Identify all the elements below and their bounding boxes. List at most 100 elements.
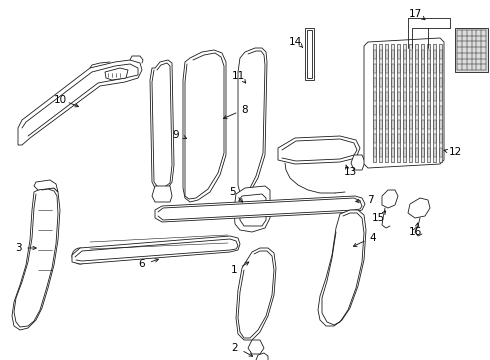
Polygon shape <box>427 106 430 115</box>
Polygon shape <box>403 120 406 129</box>
Polygon shape <box>421 120 423 129</box>
Polygon shape <box>410 92 412 101</box>
Polygon shape <box>351 155 365 170</box>
Polygon shape <box>421 78 423 87</box>
Polygon shape <box>434 50 436 59</box>
Polygon shape <box>379 148 382 157</box>
Polygon shape <box>416 134 417 143</box>
Polygon shape <box>410 148 412 157</box>
Polygon shape <box>397 50 399 59</box>
Polygon shape <box>403 92 406 101</box>
Text: 7: 7 <box>367 195 373 205</box>
Polygon shape <box>152 186 172 202</box>
Polygon shape <box>416 148 417 157</box>
Polygon shape <box>392 92 393 101</box>
Polygon shape <box>386 50 388 59</box>
Polygon shape <box>392 50 393 59</box>
Circle shape <box>159 151 167 159</box>
Polygon shape <box>34 180 58 192</box>
Polygon shape <box>439 44 442 162</box>
Polygon shape <box>440 106 441 115</box>
Polygon shape <box>236 248 276 340</box>
Polygon shape <box>373 44 376 162</box>
Circle shape <box>200 163 210 173</box>
Polygon shape <box>440 148 441 157</box>
Polygon shape <box>392 120 393 129</box>
Polygon shape <box>403 44 406 162</box>
Polygon shape <box>403 106 406 115</box>
Polygon shape <box>416 50 417 59</box>
Polygon shape <box>392 148 393 157</box>
Polygon shape <box>373 120 375 129</box>
Polygon shape <box>421 44 424 162</box>
Text: 15: 15 <box>371 213 385 223</box>
Circle shape <box>200 145 210 155</box>
Polygon shape <box>434 120 436 129</box>
Polygon shape <box>386 120 388 129</box>
Polygon shape <box>392 64 393 73</box>
Polygon shape <box>386 134 388 143</box>
Polygon shape <box>278 136 360 164</box>
Polygon shape <box>434 148 436 157</box>
Polygon shape <box>440 50 441 59</box>
Polygon shape <box>440 92 441 101</box>
Polygon shape <box>397 120 399 129</box>
Polygon shape <box>434 134 436 143</box>
Polygon shape <box>416 64 417 73</box>
Polygon shape <box>440 64 441 73</box>
Polygon shape <box>373 134 375 143</box>
Text: 9: 9 <box>172 130 179 140</box>
Polygon shape <box>433 44 436 162</box>
Polygon shape <box>397 92 399 101</box>
Polygon shape <box>440 134 441 143</box>
Polygon shape <box>379 120 382 129</box>
Polygon shape <box>408 198 430 218</box>
Polygon shape <box>386 64 388 73</box>
Polygon shape <box>382 190 398 208</box>
Polygon shape <box>421 148 423 157</box>
Polygon shape <box>410 120 412 129</box>
Polygon shape <box>18 60 142 145</box>
Polygon shape <box>397 64 399 73</box>
Polygon shape <box>415 44 418 162</box>
Polygon shape <box>379 134 382 143</box>
Text: 14: 14 <box>289 37 302 47</box>
Circle shape <box>159 176 167 184</box>
Polygon shape <box>403 78 406 87</box>
Text: 1: 1 <box>231 265 237 275</box>
Polygon shape <box>434 64 436 73</box>
Polygon shape <box>397 44 400 162</box>
Polygon shape <box>105 68 128 80</box>
Polygon shape <box>373 106 375 115</box>
Polygon shape <box>307 30 312 78</box>
Text: 17: 17 <box>408 9 421 19</box>
Text: 12: 12 <box>448 147 462 157</box>
Polygon shape <box>385 44 388 162</box>
Polygon shape <box>410 64 412 73</box>
Polygon shape <box>416 120 417 129</box>
Polygon shape <box>234 186 270 232</box>
Polygon shape <box>410 134 412 143</box>
Polygon shape <box>183 50 226 202</box>
Polygon shape <box>392 78 393 87</box>
Polygon shape <box>72 236 240 264</box>
Polygon shape <box>410 106 412 115</box>
Text: 2: 2 <box>232 343 238 353</box>
Polygon shape <box>403 64 406 73</box>
Polygon shape <box>305 28 314 80</box>
Polygon shape <box>391 44 394 162</box>
Polygon shape <box>392 106 393 115</box>
Text: 3: 3 <box>15 243 21 253</box>
Polygon shape <box>427 134 430 143</box>
Polygon shape <box>410 50 412 59</box>
Polygon shape <box>364 38 444 168</box>
Polygon shape <box>397 106 399 115</box>
Polygon shape <box>416 106 417 115</box>
Polygon shape <box>409 44 412 162</box>
Text: 10: 10 <box>53 95 67 105</box>
Circle shape <box>159 136 167 144</box>
Polygon shape <box>373 78 375 87</box>
Polygon shape <box>455 28 488 72</box>
Polygon shape <box>397 134 399 143</box>
Polygon shape <box>373 64 375 73</box>
